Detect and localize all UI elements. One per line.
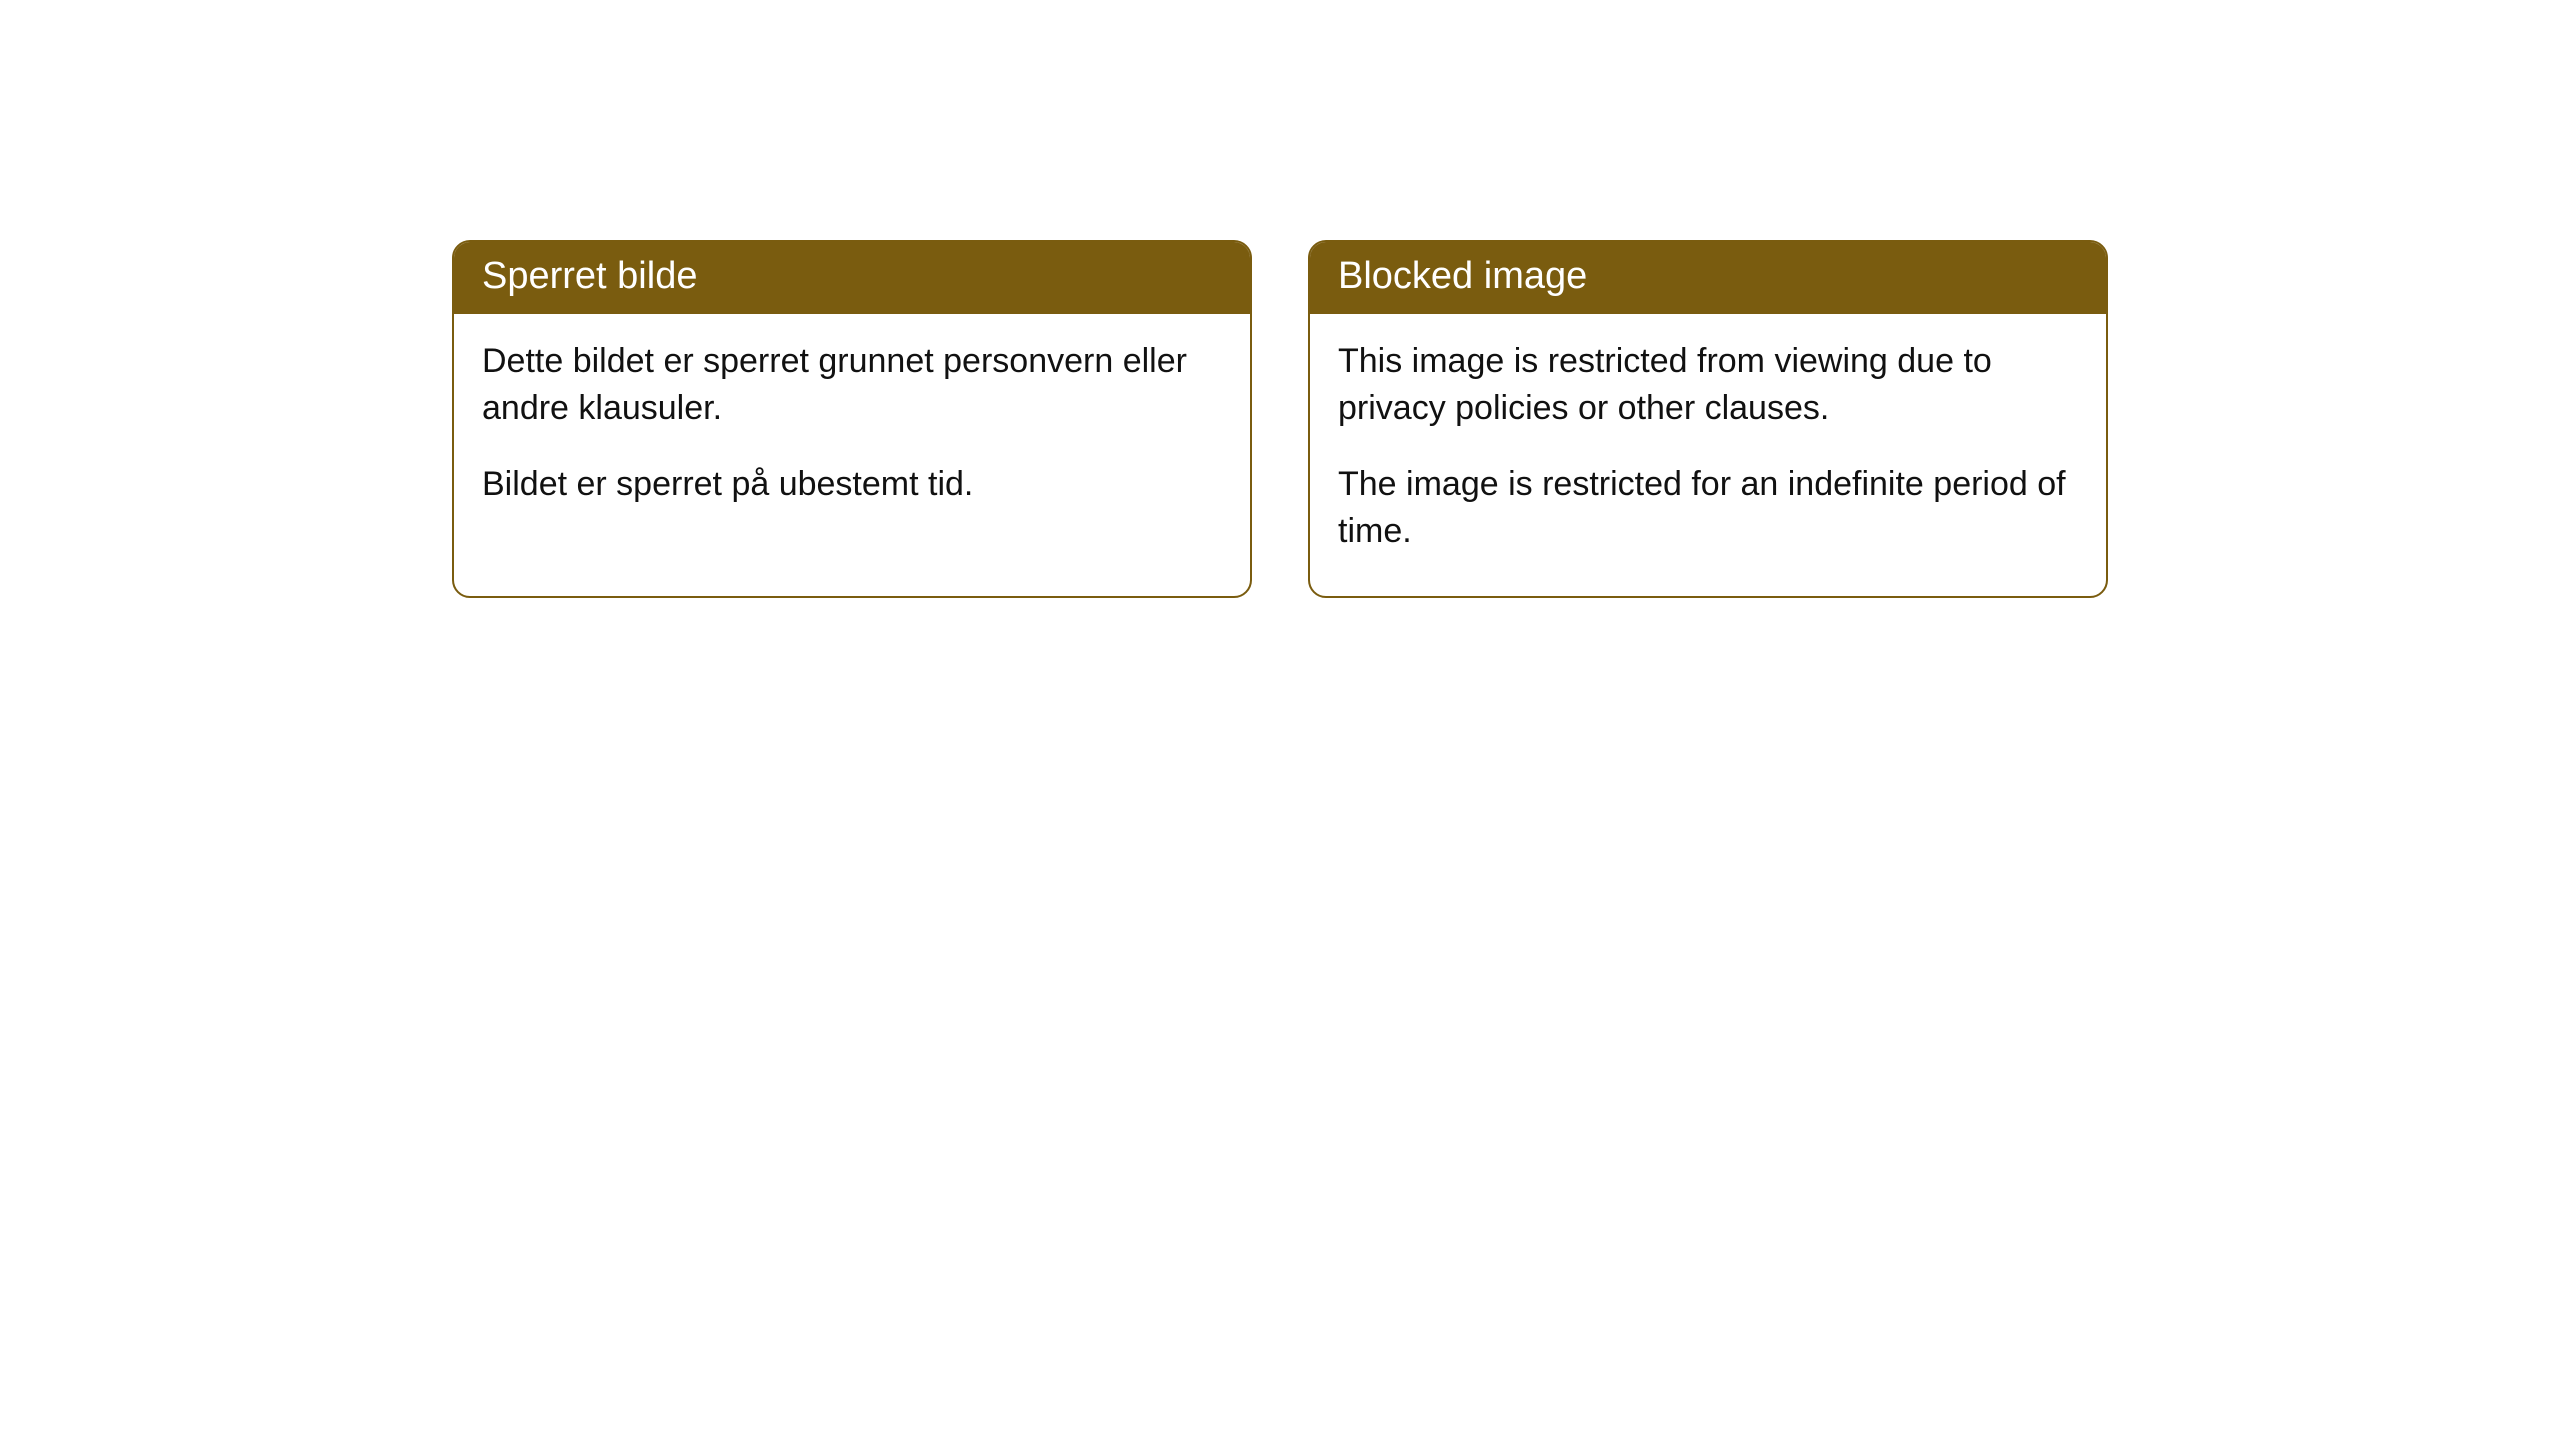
card-body-en: This image is restricted from viewing du… [1310,314,2106,596]
card-title-no: Sperret bilde [482,255,697,297]
blocked-image-card-no: Sperret bilde Dette bildet er sperret gr… [452,240,1252,598]
card-header-en: Blocked image [1310,242,2106,314]
card-para2-en: The image is restricted for an indefinit… [1338,461,2078,556]
card-para1-en: This image is restricted from viewing du… [1338,338,2078,433]
card-title-en: Blocked image [1338,255,1587,297]
card-body-no: Dette bildet er sperret grunnet personve… [454,314,1250,549]
blocked-image-card-en: Blocked image This image is restricted f… [1308,240,2108,598]
card-header-no: Sperret bilde [454,242,1250,314]
card-para1-no: Dette bildet er sperret grunnet personve… [482,338,1222,433]
card-para2-no: Bildet er sperret på ubestemt tid. [482,461,1222,509]
notice-container: Sperret bilde Dette bildet er sperret gr… [452,240,2108,598]
